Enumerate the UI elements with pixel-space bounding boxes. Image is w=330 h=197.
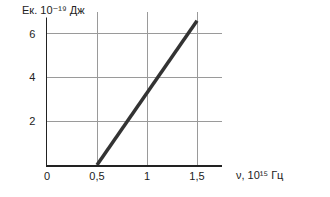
svg-text:2: 2 [29,115,35,127]
svg-text:ν, 10¹⁵ Гц: ν, 10¹⁵ Гц [236,169,284,181]
svg-text:Eк. 10⁻¹⁹ Дж: Eк. 10⁻¹⁹ Дж [22,4,85,16]
svg-text:0: 0 [44,170,50,182]
svg-text:4: 4 [29,71,35,83]
svg-text:1,5: 1,5 [189,170,204,182]
svg-text:0,5: 0,5 [89,170,104,182]
svg-text:1: 1 [144,170,150,182]
svg-text:6: 6 [29,28,35,40]
